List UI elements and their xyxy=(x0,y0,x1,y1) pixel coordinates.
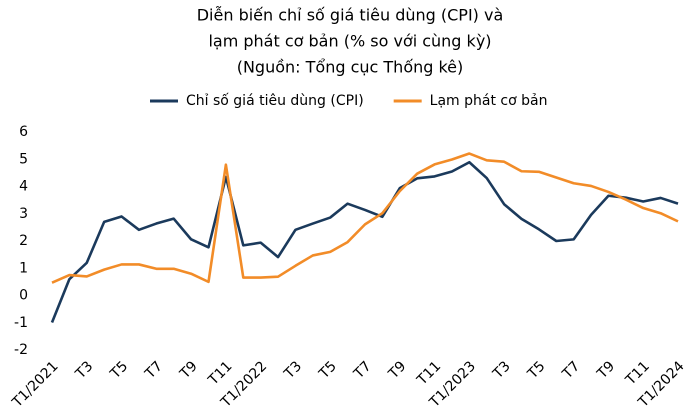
y-tick-label: 4 xyxy=(19,179,28,195)
series-line xyxy=(51,152,679,284)
y-tick-label: -2 xyxy=(14,342,28,358)
chart-title: Diễn biến chỉ số giá tiêu dùng (CPI) và xyxy=(197,6,504,25)
series-line xyxy=(50,160,679,323)
chart-subtitle: (Nguồn: Tổng cục Thống kê) xyxy=(237,58,464,77)
x-tick-label: T5 xyxy=(107,358,131,382)
x-tick-label: T3 xyxy=(281,358,305,382)
x-tick-label: T7 xyxy=(559,358,583,382)
x-tick-label: T3 xyxy=(489,358,513,382)
chart-title: lạm phát cơ bản (% so với cùng kỳ) xyxy=(208,32,491,51)
x-tick-label: T7 xyxy=(142,358,166,382)
x-tick-label: T9 xyxy=(594,358,618,382)
legend-label: Chỉ số giá tiêu dùng (CPI) xyxy=(186,92,364,109)
x-tick-label: T9 xyxy=(385,358,409,382)
x-tick-label: T5 xyxy=(524,358,548,382)
x-tick-label: T11 xyxy=(205,358,236,389)
y-tick-label: 5 xyxy=(19,151,28,167)
x-tick-label: T3 xyxy=(72,358,96,382)
x-tick-label: T5 xyxy=(316,358,340,382)
y-tick-label: 3 xyxy=(19,206,28,222)
legend-label: Lạm phát cơ bản xyxy=(430,93,548,109)
y-tick-label: 0 xyxy=(19,288,28,304)
y-tick-label: 2 xyxy=(19,233,28,249)
x-tick-label: T7 xyxy=(350,358,374,382)
y-tick-label: 6 xyxy=(19,124,28,140)
x-tick-label: T11 xyxy=(622,358,653,389)
x-tick-label: T9 xyxy=(176,358,200,382)
y-tick-label: 1 xyxy=(19,260,28,276)
x-tick-label: T11 xyxy=(414,358,445,389)
y-tick-label: -1 xyxy=(14,315,28,331)
x-tick-label: T1/2021 xyxy=(9,358,62,411)
